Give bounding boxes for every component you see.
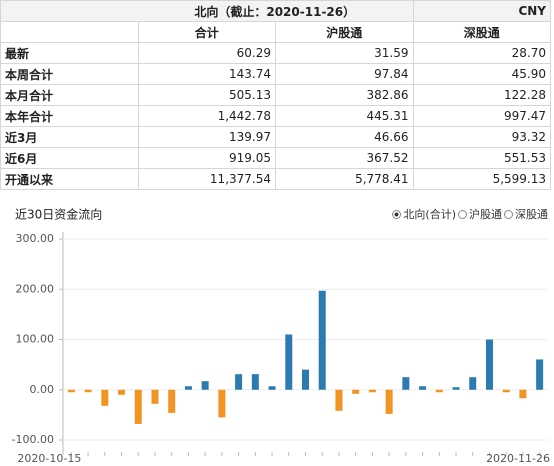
y-tick-label: 100.00 xyxy=(16,333,55,346)
radio-option[interactable]: 深股通 xyxy=(504,206,548,222)
value-cell: 31.59 xyxy=(275,42,414,64)
radio-option[interactable]: 北向(合计) xyxy=(392,206,456,222)
value-cell: 5,778.41 xyxy=(275,168,414,190)
header-cell: 合计 xyxy=(137,21,276,43)
y-tick-label: 0.00 xyxy=(30,383,55,396)
bar xyxy=(335,389,343,411)
bar xyxy=(184,386,192,390)
row-label: 本周合计 xyxy=(0,63,139,85)
value-cell: 445.31 xyxy=(275,105,414,127)
bar xyxy=(519,389,527,399)
header-row: 合计 沪股通 深股通 xyxy=(0,21,551,43)
table-row: 近6月 919.05 367.52 551.53 xyxy=(0,147,551,169)
x-tick-label: 2020-10-15 xyxy=(17,452,81,465)
bar xyxy=(67,389,75,393)
bar xyxy=(302,369,309,390)
chart-tabs: 北向(合计) 沪股通 深股通 xyxy=(392,206,548,222)
radio[interactable] xyxy=(504,209,513,219)
value-cell: 5,599.13 xyxy=(412,168,551,190)
bar xyxy=(268,386,276,390)
row-label: 近6月 xyxy=(0,147,139,169)
value-cell: 139.97 xyxy=(137,126,276,148)
radio[interactable] xyxy=(458,209,467,219)
value-cell: 382.86 xyxy=(275,84,414,106)
bar xyxy=(285,334,293,390)
x-tick-label: 2020-11-26 xyxy=(486,452,550,465)
title-row: 北向（截止：2020-11-26） CNY xyxy=(0,0,551,22)
bar xyxy=(118,389,126,395)
bar xyxy=(201,381,209,390)
row-label: 近3月 xyxy=(0,126,139,148)
bar xyxy=(251,374,259,390)
header-cell: 深股通 xyxy=(412,21,551,43)
table-row: 本年合计 1,442.78 445.31 997.47 xyxy=(0,105,551,127)
summary-table: 北向（截止：2020-11-26） CNY 合计 沪股通 深股通 最新 60.29 31.59… xyxy=(0,0,551,190)
bar xyxy=(134,389,142,424)
value-cell: 997.47 xyxy=(412,105,551,127)
value-cell: 367.52 xyxy=(275,147,414,169)
row-label: 开通以来 xyxy=(0,168,139,190)
bar xyxy=(368,389,376,393)
value-cell: 122.28 xyxy=(412,84,551,106)
table-title: 北向（截止：2020-11-26） xyxy=(0,0,414,22)
value-cell: 505.13 xyxy=(137,84,276,106)
radio-label: 沪股通 xyxy=(469,208,502,221)
radio-label: 深股通 xyxy=(515,208,548,221)
value-cell: 93.32 xyxy=(412,126,551,148)
value-cell: 919.05 xyxy=(137,147,276,169)
value-cell: 1,442.78 xyxy=(137,105,276,127)
value-cell: 28.70 xyxy=(412,42,551,64)
bar xyxy=(385,389,393,414)
bar xyxy=(469,377,477,390)
value-cell: 97.84 xyxy=(275,63,414,85)
bar xyxy=(235,374,243,390)
row-label: 本年合计 xyxy=(0,105,139,127)
table-row: 最新 60.29 31.59 28.70 xyxy=(0,42,551,64)
bar xyxy=(502,389,510,393)
header-cell: 沪股通 xyxy=(275,21,414,43)
chart-title: 近30日资金流向 xyxy=(15,207,102,222)
bar xyxy=(452,387,460,390)
y-tick-label: 200.00 xyxy=(16,282,55,295)
row-label: 本月合计 xyxy=(0,84,139,106)
table-row: 近3月 139.97 46.66 93.32 xyxy=(0,126,551,148)
header-cell xyxy=(0,21,139,43)
radio[interactable] xyxy=(392,209,402,219)
currency: CNY xyxy=(412,0,551,22)
bar xyxy=(101,389,109,406)
bar xyxy=(536,359,544,390)
value-cell: 45.90 xyxy=(412,63,551,85)
value-cell: 60.29 xyxy=(137,42,276,64)
table-row: 本月合计 505.13 382.86 122.28 xyxy=(0,84,551,106)
bar xyxy=(151,389,159,404)
radio-label: 北向(合计) xyxy=(403,208,456,221)
bar xyxy=(402,377,410,390)
value-cell: 11,377.54 xyxy=(137,168,276,190)
value-cell: 551.53 xyxy=(412,147,551,169)
bar xyxy=(218,389,226,418)
bar xyxy=(318,290,326,390)
y-tick-label: -100.00 xyxy=(12,433,54,446)
bar xyxy=(419,386,427,390)
value-cell: 46.66 xyxy=(275,126,414,148)
bar xyxy=(352,389,360,394)
bar xyxy=(168,389,176,413)
table-row: 开通以来 11,377.54 5,778.41 5,599.13 xyxy=(0,168,551,190)
bar xyxy=(485,339,493,390)
value-cell: 143.74 xyxy=(137,63,276,85)
row-label: 最新 xyxy=(0,42,139,64)
radio-option[interactable]: 沪股通 xyxy=(458,206,502,222)
bar xyxy=(435,389,443,393)
bar xyxy=(84,389,92,393)
table-row: 本周合计 143.74 97.84 45.90 xyxy=(0,63,551,85)
y-tick-label: 300.00 xyxy=(16,232,55,245)
